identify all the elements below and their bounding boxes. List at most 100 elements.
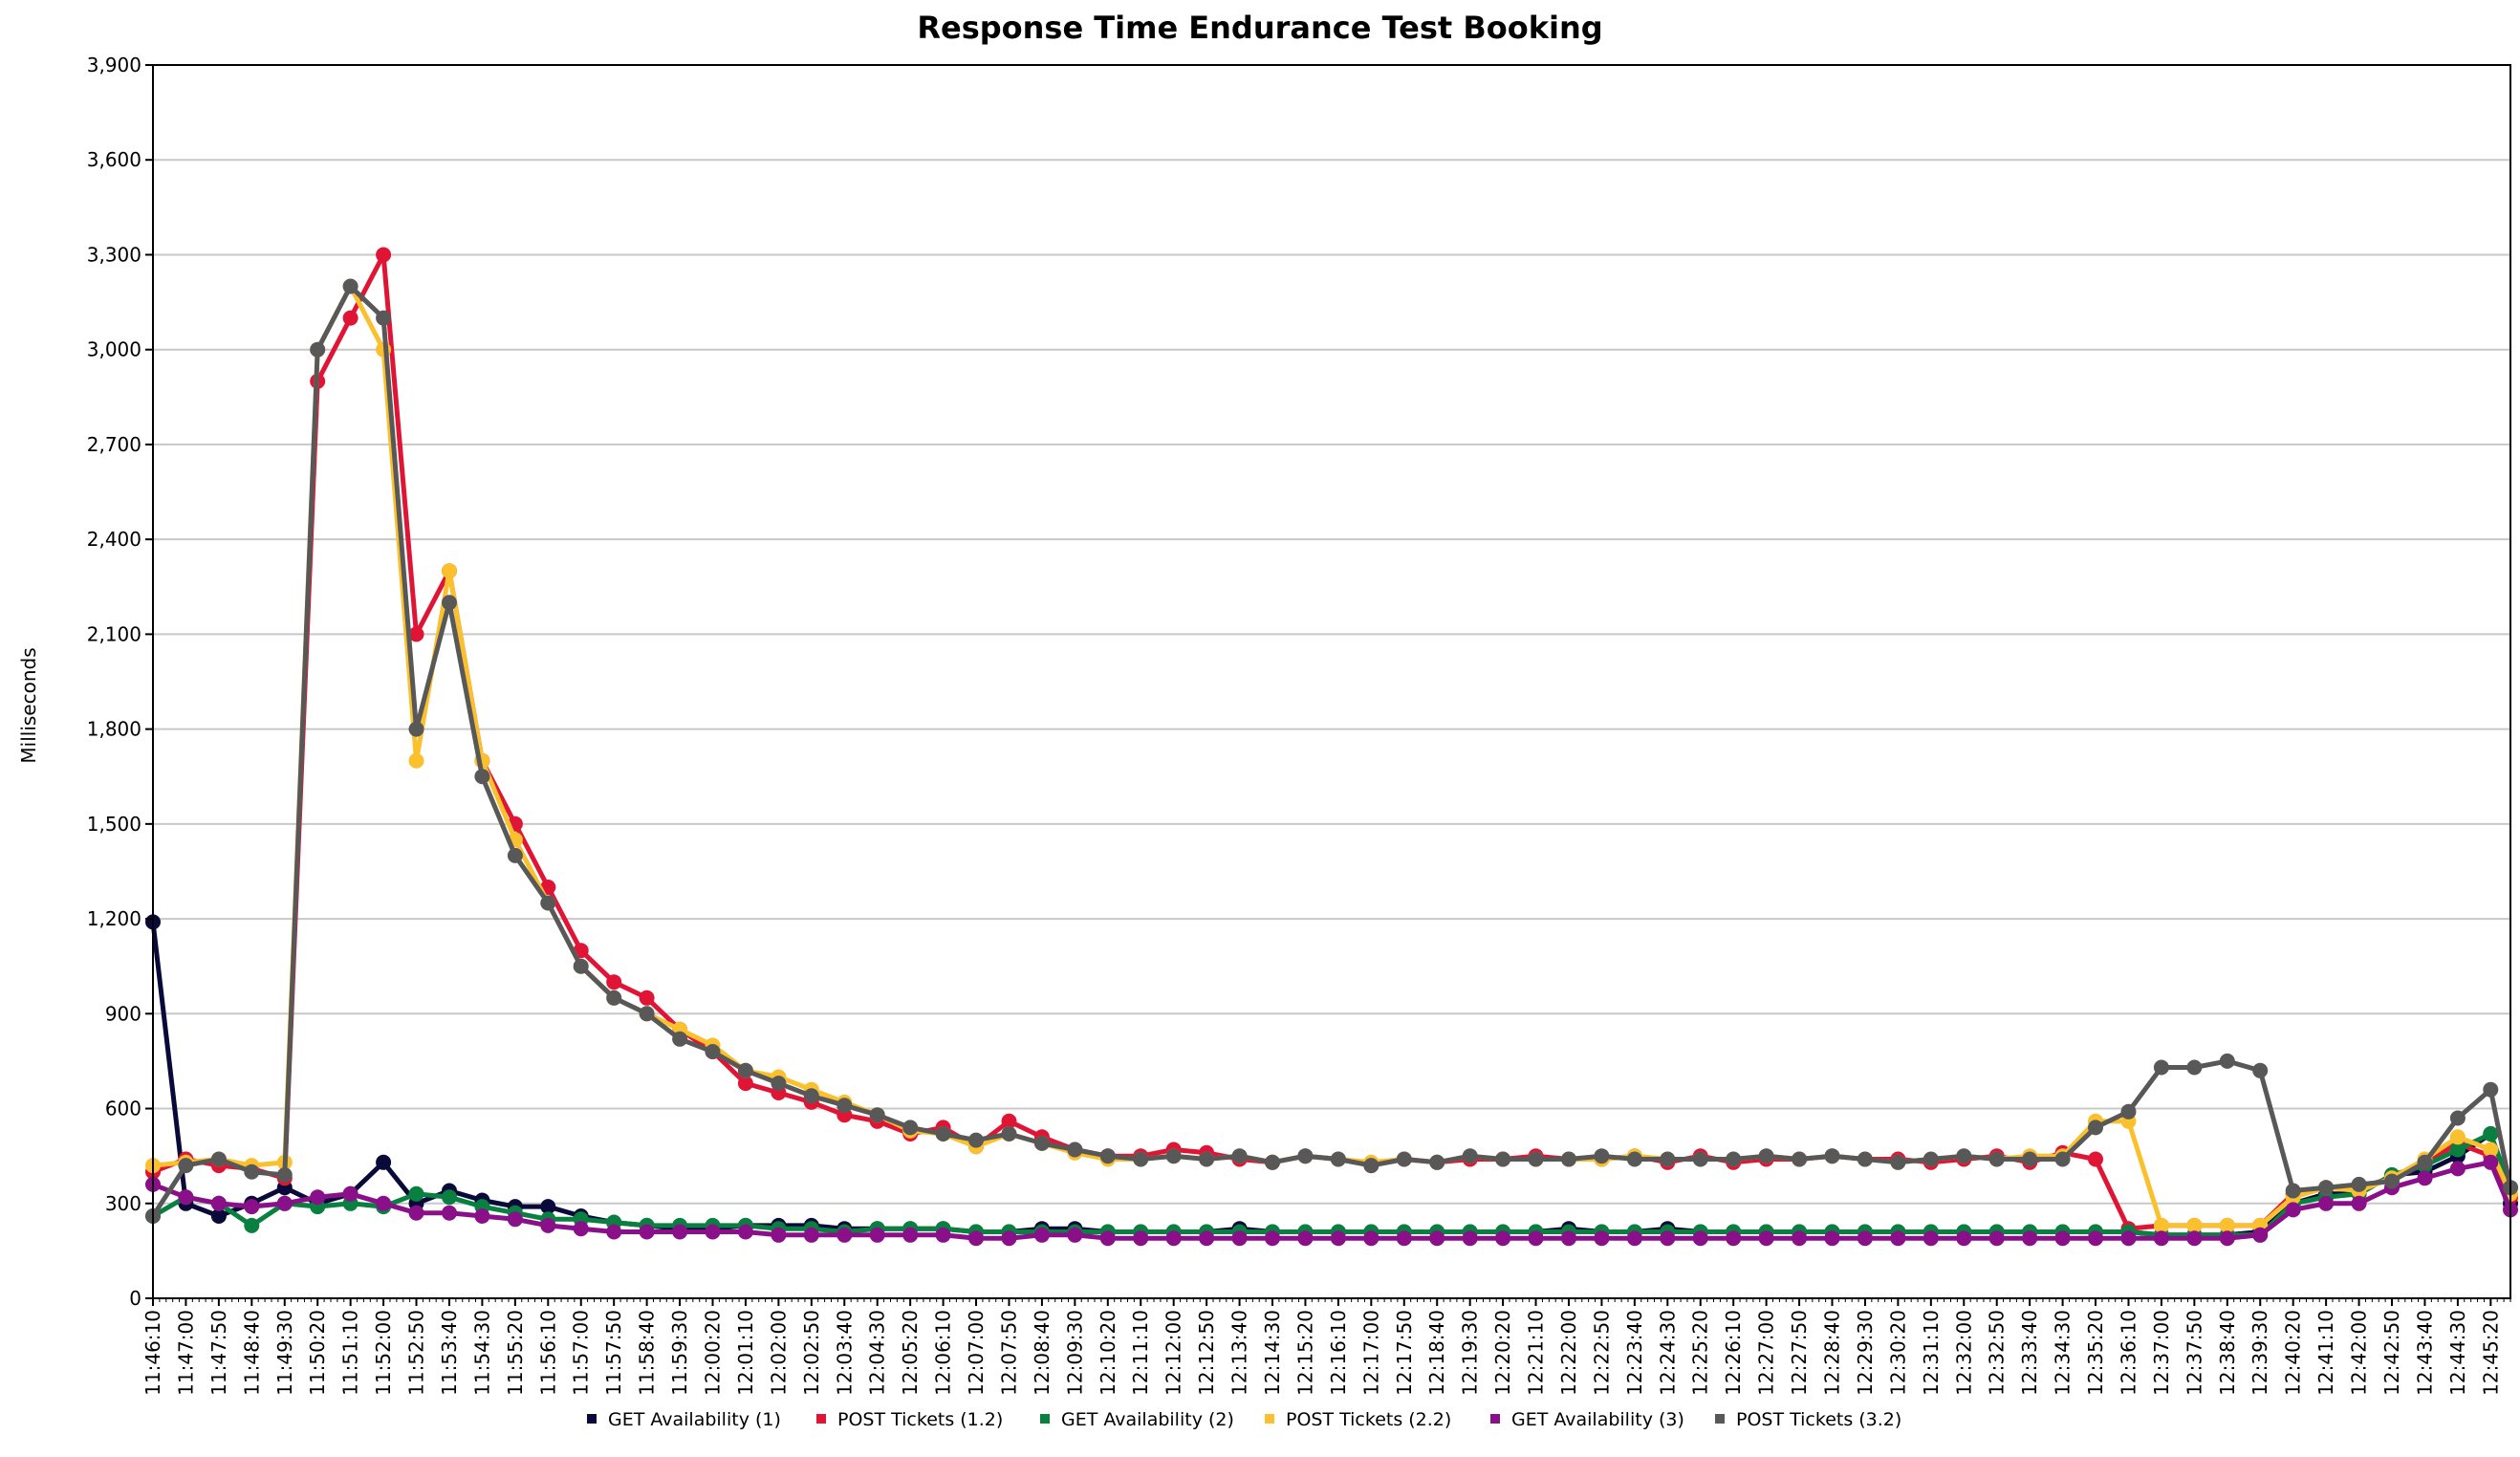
x-tick-label: 11:58:40 — [636, 1310, 659, 1396]
y-tick-label: 1,800 — [87, 718, 141, 741]
y-tick-label: 3,300 — [87, 243, 141, 266]
data-point — [2285, 1202, 2301, 1218]
data-point — [2088, 1230, 2103, 1247]
x-tick-label: 11:57:50 — [602, 1310, 625, 1396]
x-tick-label: 12:21:10 — [1525, 1310, 1548, 1396]
data-point — [639, 1006, 655, 1022]
x-tick-label: 11:56:10 — [536, 1310, 559, 1396]
y-tick-label: 2,100 — [87, 622, 141, 645]
data-point — [705, 1224, 721, 1240]
data-point — [1792, 1230, 1808, 1247]
x-tick-label: 11:52:50 — [405, 1310, 428, 1396]
data-point — [408, 1205, 424, 1221]
series-6 — [145, 278, 2518, 1224]
data-point — [573, 1221, 589, 1237]
data-point — [1824, 1148, 1840, 1164]
data-point — [803, 1088, 819, 1104]
x-tick-label: 12:06:10 — [932, 1310, 955, 1396]
data-point — [442, 1189, 457, 1206]
data-point — [606, 989, 622, 1006]
data-point — [1133, 1151, 1149, 1167]
data-point — [507, 1211, 523, 1228]
data-point — [1429, 1230, 1445, 1247]
x-tick-label: 12:45:20 — [2479, 1310, 2502, 1396]
x-tick-label: 11:50:20 — [306, 1310, 329, 1396]
x-tick-label: 12:42:50 — [2380, 1310, 2403, 1396]
data-point — [1165, 1230, 1182, 1247]
data-point — [1033, 1135, 1050, 1151]
data-point — [1561, 1230, 1576, 1247]
x-tick-label: 12:08:40 — [1031, 1310, 1054, 1396]
data-point — [2417, 1170, 2433, 1186]
data-point — [474, 769, 490, 785]
grid-lines — [153, 159, 2510, 1205]
x-tick-label: 11:59:30 — [668, 1310, 691, 1396]
data-point — [1660, 1230, 1676, 1247]
data-point — [2022, 1151, 2038, 1167]
x-tick-label: 12:07:50 — [997, 1310, 1020, 1396]
data-point — [1462, 1148, 1478, 1164]
data-point — [1857, 1151, 1873, 1167]
data-point — [2449, 1142, 2466, 1158]
data-point — [1462, 1230, 1478, 1247]
x-tick-label: 12:43:40 — [2413, 1310, 2436, 1396]
x-tick-label: 12:41:10 — [2314, 1310, 2337, 1396]
x-tick-label: 12:24:30 — [1656, 1310, 1679, 1396]
x-tick-label: 12:31:10 — [1920, 1310, 1943, 1396]
data-point — [2417, 1154, 2433, 1170]
data-point — [1199, 1151, 1215, 1167]
x-tick-label: 11:47:50 — [207, 1310, 230, 1396]
data-point — [442, 563, 457, 579]
legend: GET Availability (1) POST Tickets (1.2) GE… — [587, 1409, 1901, 1430]
y-tick-label: 1,500 — [87, 813, 141, 836]
data-point — [1890, 1230, 1906, 1247]
x-tick-label: 12:00:20 — [702, 1310, 725, 1396]
data-point — [968, 1230, 984, 1247]
data-point — [737, 1076, 753, 1092]
data-point — [836, 1227, 853, 1243]
x-tick-label: 12:32:50 — [1986, 1310, 2009, 1396]
y-axis: 0 300 600 900 1,200 1,500 1,800 2,100 2,400 2,700… — [87, 54, 153, 1310]
data-point — [639, 989, 655, 1006]
data-point — [244, 1217, 260, 1233]
data-point — [1626, 1151, 1642, 1167]
data-point — [342, 310, 358, 326]
data-point — [244, 1163, 260, 1180]
data-point — [1001, 1113, 1017, 1129]
x-tick-label: 12:19:30 — [1459, 1310, 1482, 1396]
x-tick-label: 12:04:30 — [866, 1310, 889, 1396]
data-point — [1067, 1227, 1083, 1243]
legend-swatch — [1715, 1414, 1725, 1424]
data-point — [1956, 1230, 1972, 1247]
x-tick-label: 12:37:00 — [2150, 1310, 2173, 1396]
x-tick-label: 12:25:20 — [1689, 1310, 1712, 1396]
data-point — [1099, 1230, 1116, 1247]
data-point — [1231, 1148, 1248, 1164]
data-point — [2153, 1230, 2169, 1247]
x-tick-label: 12:01:10 — [734, 1310, 757, 1396]
legend-label: POST Tickets (2.2) — [1286, 1409, 1451, 1430]
x-tick-label: 12:37:50 — [2183, 1310, 2205, 1396]
x-tick-label: 12:23:40 — [1623, 1310, 1646, 1396]
data-point — [376, 1195, 392, 1211]
data-point — [2318, 1180, 2335, 1196]
x-tick-label: 12:39:30 — [2248, 1310, 2271, 1396]
data-point — [2483, 1154, 2499, 1170]
data-point — [210, 1151, 227, 1167]
data-point — [803, 1227, 819, 1243]
x-tick-label: 11:47:00 — [174, 1310, 197, 1396]
x-tick-label: 12:29:30 — [1854, 1310, 1877, 1396]
x-tick-label: 11:49:30 — [273, 1310, 296, 1396]
data-point — [1165, 1148, 1182, 1164]
data-point — [442, 595, 457, 611]
data-point — [1133, 1230, 1149, 1247]
data-point — [705, 1044, 721, 1059]
x-tick-label: 12:35:20 — [2084, 1310, 2107, 1396]
data-point — [672, 1031, 688, 1047]
data-point — [276, 1167, 293, 1183]
data-point — [573, 958, 589, 974]
x-tick-label: 12:38:40 — [2216, 1310, 2239, 1396]
data-point — [408, 721, 424, 737]
data-point — [606, 1224, 622, 1240]
